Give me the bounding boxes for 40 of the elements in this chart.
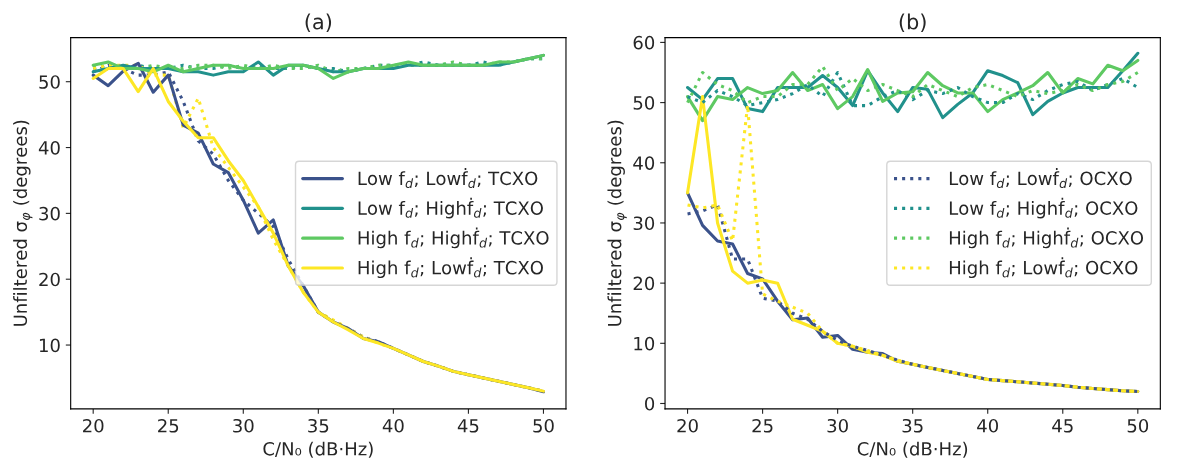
y-tick-label: 30 [633, 216, 655, 231]
y-tick-label: 20 [39, 272, 60, 287]
y-tick-label: 60 [633, 35, 655, 50]
x-tick-label: 30 [827, 418, 848, 433]
x-tick-label: 40 [977, 418, 999, 433]
x-tick-label: 20 [677, 418, 698, 433]
x-tick-label: 25 [158, 418, 179, 433]
y-tick-label: 40 [38, 141, 60, 155]
legend-label: Low f$_{d}$; Lowḟ$_{d}$; OCXO [949, 167, 1132, 189]
legend-label: High f$_{d}$; Lowḟ$_{d}$; TCXO [358, 257, 543, 279]
legend-label: High f$_{d}$; Highḟ$_{d}$; OCXO [949, 227, 1144, 249]
x-tick-label: 25 [752, 418, 773, 433]
x-tick-label: 40 [382, 418, 404, 433]
legend-label: Low f$_{d}$; Lowḟ$_{d}$; TCXO [358, 167, 538, 189]
y-tick-label: 50 [39, 75, 60, 89]
legend-label: High f$_{d}$; Highḟ$_{d}$; TCXO [358, 227, 549, 249]
y-tick-label: 10 [39, 338, 60, 353]
x-axis-title: C/N₀ (dB·Hz) [263, 441, 373, 458]
y-tick-label: 10 [634, 336, 655, 351]
x-tick-label: 50 [1127, 418, 1149, 433]
y-tick-label: 40 [633, 156, 655, 170]
y-tick-label: 30 [39, 206, 60, 221]
y-tick-label: 20 [633, 276, 655, 291]
x-tick-label: 30 [233, 418, 254, 433]
y-tick-label: 0 [645, 396, 655, 411]
x-tick-label: 35 [308, 418, 329, 433]
y-axis-title: Unfiltered σ$_{φ}$ (degrees) [13, 120, 33, 326]
x-axis-title: C/N₀ (dB·Hz) [857, 441, 968, 458]
x-tick-label: 35 [902, 418, 923, 433]
chart-title: (b) [899, 13, 926, 33]
y-axis-title: Unfiltered σ$_{φ}$ (degrees) [607, 120, 627, 326]
x-tick-label: 45 [1052, 419, 1073, 433]
x-tick-label: 20 [83, 418, 104, 433]
legend-label: Low f$_{d}$; Highḟ$_{d}$; TCXO [358, 197, 543, 219]
x-tick-label: 45 [457, 419, 479, 433]
legend-label: High f$_{d}$; Lowḟ$_{d}$; OCXO [949, 257, 1138, 279]
x-tick-label: 50 [533, 418, 554, 433]
chart-title: (a) [305, 13, 332, 33]
legend-label: Low f$_{d}$; Highḟ$_{d}$; OCXO [949, 197, 1138, 219]
y-tick-label: 50 [633, 96, 655, 110]
